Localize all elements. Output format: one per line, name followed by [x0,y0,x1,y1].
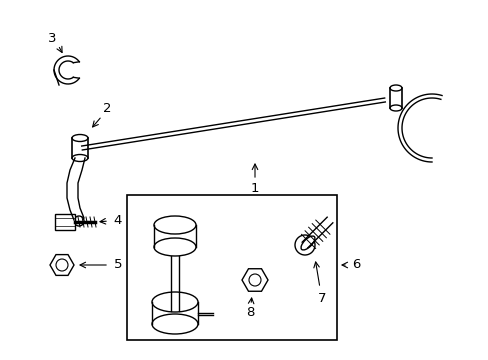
Circle shape [74,216,84,226]
Ellipse shape [154,216,196,234]
Text: 8: 8 [245,306,254,319]
Ellipse shape [154,238,196,256]
Bar [127,195,336,340]
Circle shape [56,259,68,271]
Ellipse shape [152,292,198,312]
Ellipse shape [152,314,198,334]
FancyBboxPatch shape [55,214,75,230]
Ellipse shape [389,105,401,111]
Text: 1: 1 [250,181,259,194]
Text: 7: 7 [317,292,325,305]
Text: 2: 2 [102,102,111,114]
Text: 6: 6 [351,258,360,271]
Ellipse shape [389,85,401,91]
Ellipse shape [72,154,88,162]
Circle shape [248,274,261,286]
Text: 5: 5 [114,257,122,270]
Ellipse shape [72,135,88,141]
Text: 3: 3 [48,31,56,45]
Text: 4: 4 [114,213,122,226]
Ellipse shape [301,236,314,250]
Circle shape [294,235,314,255]
